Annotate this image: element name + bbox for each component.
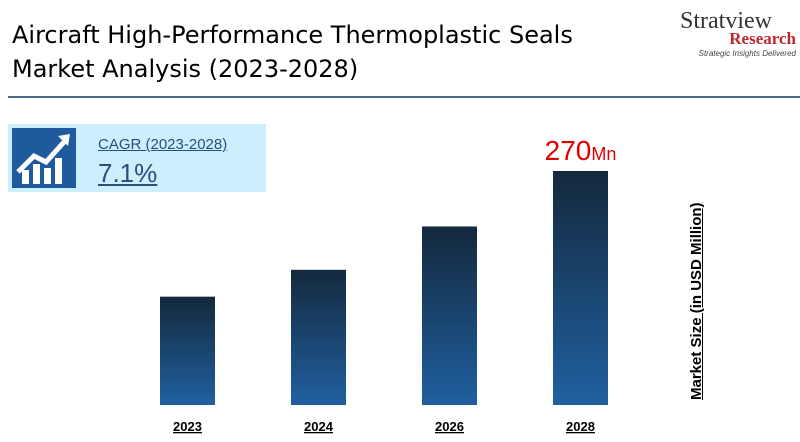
- bar-2026: [422, 226, 477, 405]
- data-label: 270Mn: [545, 135, 617, 166]
- logo-tagline: Strategic Insights Delivered: [698, 49, 796, 58]
- logo-name2: Research: [729, 29, 796, 48]
- growth-chart-icon: [12, 128, 76, 188]
- x-tick-label: 2028: [566, 419, 595, 434]
- x-tick-label: 2026: [435, 419, 464, 434]
- cagr-box: CAGR (2023-2028) 7.1%: [8, 124, 266, 192]
- bar-2028: [553, 171, 608, 405]
- page-title: Aircraft High-Performance Thermoplastic …: [12, 21, 573, 83]
- divider: [8, 96, 800, 98]
- logo-name: Stratview: [680, 8, 772, 34]
- bar-2023: [160, 296, 215, 405]
- cagr-value: 7.1%: [98, 158, 158, 188]
- cagr-label: CAGR (2023-2028): [98, 136, 228, 153]
- bar-2024: [291, 269, 346, 405]
- x-tick-label: 2024: [304, 419, 334, 434]
- y-axis-label: Market Size (in USD Million): [688, 202, 705, 400]
- x-tick-label: 2023: [173, 419, 202, 434]
- logo: Stratview Research Strategic Insights De…: [676, 8, 800, 58]
